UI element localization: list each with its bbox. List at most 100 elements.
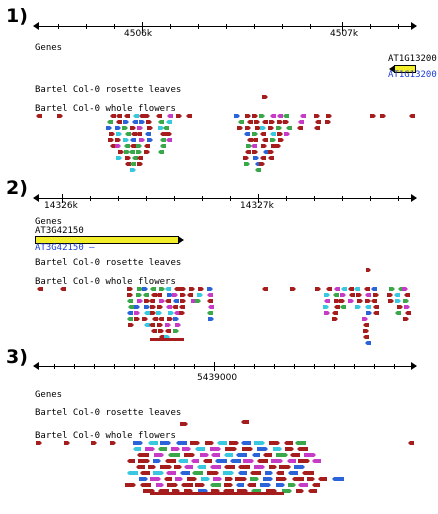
track-label-rosette[interactable]: Bartel Col-0 rosette leaves (35, 85, 182, 95)
read-glyph (144, 144, 150, 148)
read-glyph (116, 132, 122, 136)
ruler-left-arrow-icon (33, 194, 39, 202)
read-glyph (253, 156, 259, 160)
read-glyph (207, 311, 213, 315)
read-glyph (284, 132, 290, 136)
track-label-rosette[interactable]: Bartel Col-0 rosette leaves (35, 408, 182, 418)
ruler-left-arrow-icon (33, 362, 39, 370)
read-glyph (254, 120, 260, 124)
ruler-tick-label: 14327k (240, 201, 274, 211)
read-glyph (153, 471, 164, 475)
gene-name[interactable]: AT3G42150 (35, 226, 84, 236)
read-glyph (137, 162, 143, 166)
read-glyph (158, 329, 164, 333)
read-glyph (158, 447, 167, 451)
read-glyph (139, 120, 145, 124)
read-glyph (334, 287, 340, 291)
gene-alias[interactable]: AT3G42150 – (35, 243, 95, 253)
read-glyph (160, 465, 172, 469)
track-label-flowers[interactable]: Bartel Col-0 whole flowers (35, 277, 176, 287)
gene-alias[interactable]: AT1G13200 (388, 70, 437, 80)
read-glyph (110, 114, 116, 118)
read-glyph (160, 138, 166, 142)
read-glyph (160, 441, 171, 445)
read-glyph (173, 317, 179, 321)
read-glyph (395, 299, 401, 303)
read-glyph (191, 459, 199, 463)
read-glyph (245, 114, 251, 118)
read-glyph (118, 150, 124, 154)
read-glyph (263, 453, 272, 457)
read-glyph (251, 144, 257, 148)
read-glyph (297, 126, 303, 130)
read-glyph (174, 311, 180, 315)
track-label-genes: Genes (35, 217, 63, 227)
read-glyph (167, 114, 173, 118)
read-glyph (260, 132, 266, 136)
read-glyph (163, 126, 169, 130)
read-glyph (373, 293, 379, 297)
read-glyph (314, 126, 320, 130)
read-glyph (364, 287, 370, 291)
read-glyph (148, 465, 156, 469)
panel-label: 1) (6, 5, 28, 27)
read-glyph (340, 293, 346, 297)
read-glyph (269, 441, 280, 445)
read-glyph (263, 477, 273, 481)
read-glyph (236, 453, 247, 457)
read-glyph (150, 477, 161, 481)
read-glyph (283, 120, 289, 124)
read-glyph (158, 120, 164, 124)
track-label-flowers[interactable]: Bartel Col-0 whole flowers (35, 104, 176, 114)
read-glyph (173, 329, 179, 333)
read-glyph (159, 287, 165, 291)
read-glyph (130, 126, 136, 130)
read-glyph (157, 323, 163, 327)
read-glyph (257, 447, 268, 451)
read-glyph (405, 311, 411, 315)
read-glyph (160, 144, 166, 148)
read-glyph (269, 120, 275, 124)
read-glyph (158, 317, 164, 321)
read-glyph (172, 293, 178, 297)
track-label-flowers[interactable]: Bartel Col-0 whole flowers (35, 431, 176, 441)
ruler-tick-label: 4507k (330, 29, 359, 39)
read-glyph (252, 132, 258, 136)
read-glyph (252, 150, 258, 154)
read-glyph (334, 299, 340, 303)
read-glyph (270, 138, 276, 142)
read-glyph (178, 459, 188, 463)
read-glyph (144, 323, 150, 327)
read-glyph (215, 459, 227, 463)
track-label-rosette[interactable]: Bartel Col-0 rosette leaves (35, 258, 182, 268)
read-glyph (354, 287, 360, 291)
read-glyph (277, 120, 283, 124)
read-glyph (127, 317, 133, 321)
read-glyph (276, 477, 287, 481)
read-glyph (262, 120, 268, 124)
gene-model-arrow-icon[interactable] (35, 236, 184, 244)
read-glyph (136, 465, 145, 469)
read-glyph (192, 471, 203, 475)
read-glyph (236, 483, 244, 487)
read-glyph (286, 126, 292, 130)
read-glyph (273, 447, 282, 451)
read-glyph (366, 268, 371, 272)
read-glyph (124, 144, 130, 148)
panel-3: 3) 5439000 Genes Bartel Col-0 rosette le… (0, 348, 438, 514)
read-glyph (244, 132, 250, 136)
read-glyph (213, 477, 222, 481)
read-glyph (237, 126, 243, 130)
read-glyph (339, 299, 345, 303)
read-glyph (268, 156, 274, 160)
read-glyph (195, 483, 205, 487)
read-glyph (140, 471, 150, 475)
read-glyph (348, 299, 354, 303)
read-glyph (110, 144, 116, 148)
gene-model-arrow-icon[interactable] (389, 65, 416, 73)
track-label-genes: Genes (35, 43, 63, 53)
read-glyph (255, 126, 261, 130)
read-glyph (332, 477, 344, 481)
gene-name[interactable]: AT1G13200 (388, 54, 437, 64)
read-glyph (296, 489, 304, 493)
